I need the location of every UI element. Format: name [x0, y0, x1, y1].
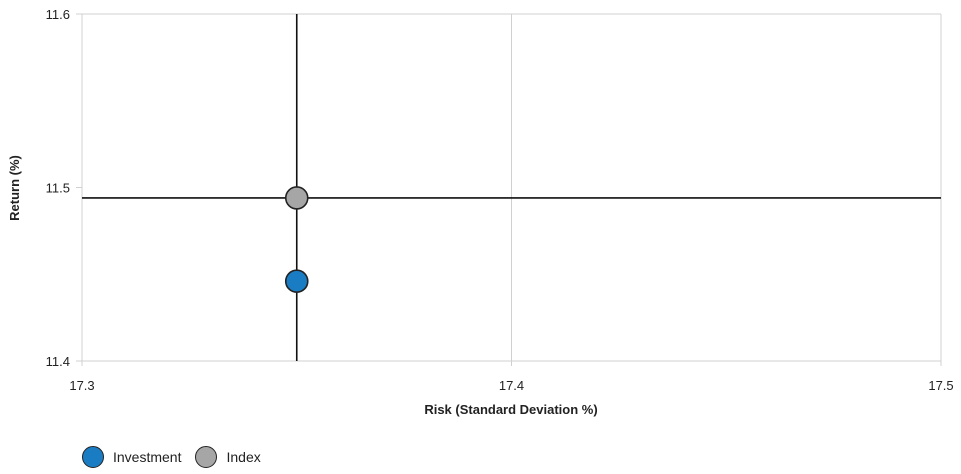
legend-label-index: Index — [226, 449, 261, 465]
data-points — [284, 186, 309, 293]
legend-item-index[interactable]: Index — [195, 446, 261, 468]
y-tick-label: 11.6 — [46, 7, 70, 22]
legend: Investment Index — [82, 446, 275, 468]
x-tick-label: 17.5 — [928, 378, 953, 393]
y-axis-title: Return (%) — [7, 155, 22, 221]
y-tick-label: 11.5 — [46, 181, 70, 196]
x-tick-label: 17.3 — [69, 378, 94, 393]
legend-label-investment: Investment — [113, 449, 182, 465]
point-index[interactable] — [284, 186, 309, 210]
legend-item-investment[interactable]: Investment — [82, 446, 181, 468]
legend-swatch-index — [195, 446, 218, 468]
legend-swatch-investment — [82, 446, 104, 468]
grid-layer — [76, 13, 942, 366]
y-tick-label: 11.4 — [46, 354, 70, 369]
tick-labels: 17.3 17.4 17.5 11.4 11.5 11.6 — [46, 7, 954, 393]
point-investment[interactable] — [284, 269, 309, 293]
x-axis-title: Risk (Standard Deviation %) — [424, 402, 597, 417]
x-tick-label: 17.4 — [499, 378, 524, 393]
